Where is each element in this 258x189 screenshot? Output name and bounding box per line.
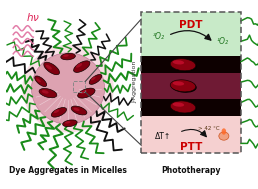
Ellipse shape [22,45,114,132]
Ellipse shape [171,102,197,114]
Ellipse shape [173,60,184,64]
Text: ¹O₂: ¹O₂ [217,37,229,46]
Ellipse shape [170,101,196,113]
Text: $h\nu$: $h\nu$ [26,11,41,23]
Bar [141,116,241,153]
Ellipse shape [222,128,226,135]
Ellipse shape [39,88,57,98]
Ellipse shape [78,88,95,98]
Ellipse shape [170,59,196,71]
Text: Phototherapy: Phototherapy [161,166,220,175]
Ellipse shape [173,102,184,107]
Text: J-Aggregation: J-Aggregation [132,61,137,103]
Bar [73,81,85,92]
Ellipse shape [36,78,41,82]
Ellipse shape [219,132,229,140]
Ellipse shape [171,60,197,72]
Ellipse shape [173,81,184,86]
Text: ³O₂: ³O₂ [153,32,165,41]
Ellipse shape [80,90,87,94]
Ellipse shape [31,53,105,124]
Ellipse shape [91,77,96,80]
Ellipse shape [76,63,82,68]
Ellipse shape [71,106,87,115]
Bar [141,12,241,153]
Text: Dye Aggregates in Micelles: Dye Aggregates in Micelles [9,166,127,175]
Ellipse shape [171,81,197,93]
Ellipse shape [42,90,49,94]
Text: PTT: PTT [180,142,202,152]
Text: PDT: PDT [179,20,203,30]
Ellipse shape [46,65,52,70]
Ellipse shape [54,109,59,113]
Ellipse shape [170,80,196,92]
Text: ΔT↑: ΔT↑ [155,132,171,141]
Ellipse shape [63,120,77,127]
Bar [141,12,241,56]
Ellipse shape [63,54,69,57]
Ellipse shape [61,53,75,60]
Ellipse shape [74,108,79,111]
Ellipse shape [89,74,102,84]
Bar [141,73,241,99]
Text: > 42 °C: > 42 °C [198,126,220,131]
Ellipse shape [51,108,67,117]
Ellipse shape [44,62,60,75]
Bar [141,56,241,116]
Ellipse shape [74,61,90,72]
Ellipse shape [35,76,47,87]
Ellipse shape [65,121,70,124]
